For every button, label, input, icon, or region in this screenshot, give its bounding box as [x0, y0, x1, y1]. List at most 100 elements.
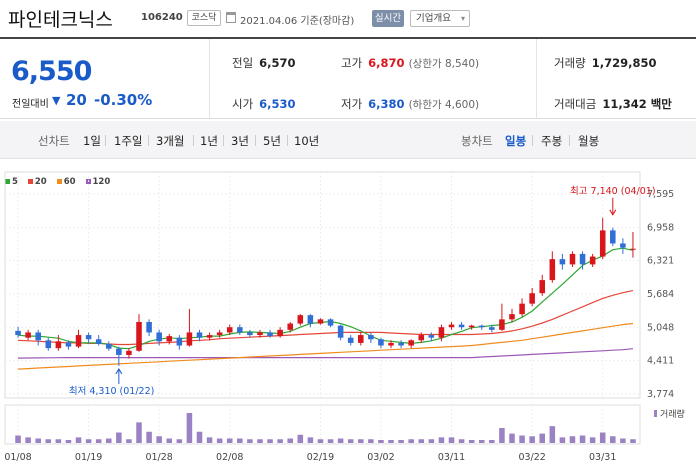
volume-bar	[529, 436, 535, 443]
volume-bar	[226, 438, 233, 443]
period-weekly[interactable]: 주봉	[541, 134, 563, 148]
volume-bar	[418, 439, 425, 443]
divider	[105, 135, 106, 146]
candle-body	[216, 332, 223, 336]
candle-body	[499, 319, 505, 330]
candle-body	[257, 332, 263, 336]
volume-bar	[610, 436, 616, 443]
candle-body	[549, 259, 556, 281]
ma120-line	[17, 348, 634, 359]
volume-bar	[388, 440, 394, 443]
candle-body	[146, 321, 152, 333]
period-3m[interactable]: 3개월	[156, 134, 185, 148]
period-bar: 선차트 1일 1주일 3개월 1년 3년 5년 10년 봉차트 일봉 주봉 월봉	[0, 121, 696, 159]
prev-close-label: 전일	[232, 56, 254, 70]
divider	[148, 135, 149, 146]
candle-body	[277, 329, 283, 337]
open-value: 6,530	[259, 97, 296, 111]
legend-label: 5	[12, 177, 18, 187]
x-tick-label: 03/02	[367, 452, 394, 463]
candle-body	[468, 325, 475, 328]
volume-bar	[438, 437, 445, 443]
volume-bar	[257, 439, 263, 443]
change-percent: -0.30%	[94, 91, 153, 109]
high-value: 6,870	[368, 56, 405, 70]
legend-item: 5	[5, 177, 18, 187]
company-overview-button[interactable]: 기업개요 ▾	[410, 10, 470, 27]
volume-bar	[297, 434, 304, 443]
period-3y[interactable]: 3년	[231, 134, 249, 148]
volume-bar	[398, 440, 404, 443]
volume-bar	[599, 432, 606, 443]
candle-body	[15, 330, 21, 336]
candle-body	[166, 336, 173, 342]
period-1w[interactable]: 1주일	[114, 134, 143, 148]
volume-bar	[337, 438, 344, 443]
volume-bar	[620, 438, 626, 443]
legend-swatch	[56, 179, 62, 184]
chart-legend: 5 20 60 120	[5, 177, 117, 187]
x-tick-label: 01/28	[145, 452, 172, 463]
candle-body	[65, 342, 72, 347]
candle-body	[458, 324, 465, 328]
volume-bar	[378, 440, 384, 443]
stock-chart[interactable]: 7,595 6,958 6,321 5,684 5,048 4,411 3,774 01/08…	[0, 160, 696, 470]
period-daily[interactable]: 일봉	[505, 134, 527, 148]
volume: 거래량 1,729,850	[554, 55, 657, 71]
ma20-line	[17, 290, 634, 346]
volume-bar	[408, 439, 414, 443]
candle-body	[237, 327, 243, 333]
candle-body	[35, 332, 41, 341]
period-1d[interactable]: 1일	[83, 134, 101, 148]
volume-bar	[539, 433, 546, 443]
candle-body	[398, 342, 404, 346]
change-value: 20	[66, 91, 87, 109]
period-monthly[interactable]: 월봉	[578, 134, 600, 148]
candle-body	[620, 243, 626, 248]
volume-bar	[206, 437, 213, 443]
high-arrow-icon	[609, 209, 617, 216]
company-overview-label: 기업개요	[416, 13, 451, 24]
candle-body	[599, 230, 606, 257]
y-tick-label: 3,774	[647, 389, 674, 400]
volume-bar	[126, 439, 132, 443]
volume-bar	[216, 438, 223, 443]
candle-body	[579, 253, 586, 265]
x-tick-label: 01/08	[4, 452, 31, 463]
volume-bar	[559, 437, 566, 443]
legend-item: 60	[56, 177, 76, 187]
volume-bar	[458, 439, 465, 443]
legend-swatch	[27, 179, 33, 184]
volume-bar	[45, 439, 52, 443]
candle-body	[337, 325, 344, 338]
period-10y[interactable]: 10년	[294, 134, 320, 148]
divider	[255, 135, 256, 146]
divider	[569, 135, 570, 146]
realtime-button[interactable]: 실시간	[372, 10, 404, 27]
volume-bar	[499, 428, 505, 443]
candle-body	[327, 319, 334, 326]
volume-value: 1,729,850	[591, 56, 657, 70]
candle-body	[45, 340, 52, 349]
low-arrow-icon	[115, 367, 123, 375]
candle-body	[206, 335, 213, 338]
stock-code: 106240	[141, 12, 183, 23]
y-tick-label: 4,411	[647, 356, 674, 367]
candle-body	[95, 339, 102, 344]
candle-body	[418, 335, 425, 341]
volume-bar	[15, 435, 21, 443]
candle-body	[85, 335, 92, 340]
volume-bar	[630, 439, 636, 443]
lower-limit: (하한가 4,600)	[408, 99, 480, 111]
stock-header: 파인테크닉스 106240 코스닥 2021.04.06 기준(장마감) 실시간…	[0, 0, 696, 36]
period-1y[interactable]: 1년	[200, 134, 218, 148]
volume-bar	[116, 432, 122, 443]
volume-bar	[55, 439, 62, 443]
period-5y[interactable]: 5년	[263, 134, 281, 148]
volume-bar	[428, 439, 435, 443]
candle-body	[478, 325, 485, 328]
candle-body	[75, 335, 82, 347]
volume-bar	[196, 431, 203, 443]
candle-body	[226, 327, 233, 333]
x-tick-label: 03/11	[438, 452, 465, 463]
